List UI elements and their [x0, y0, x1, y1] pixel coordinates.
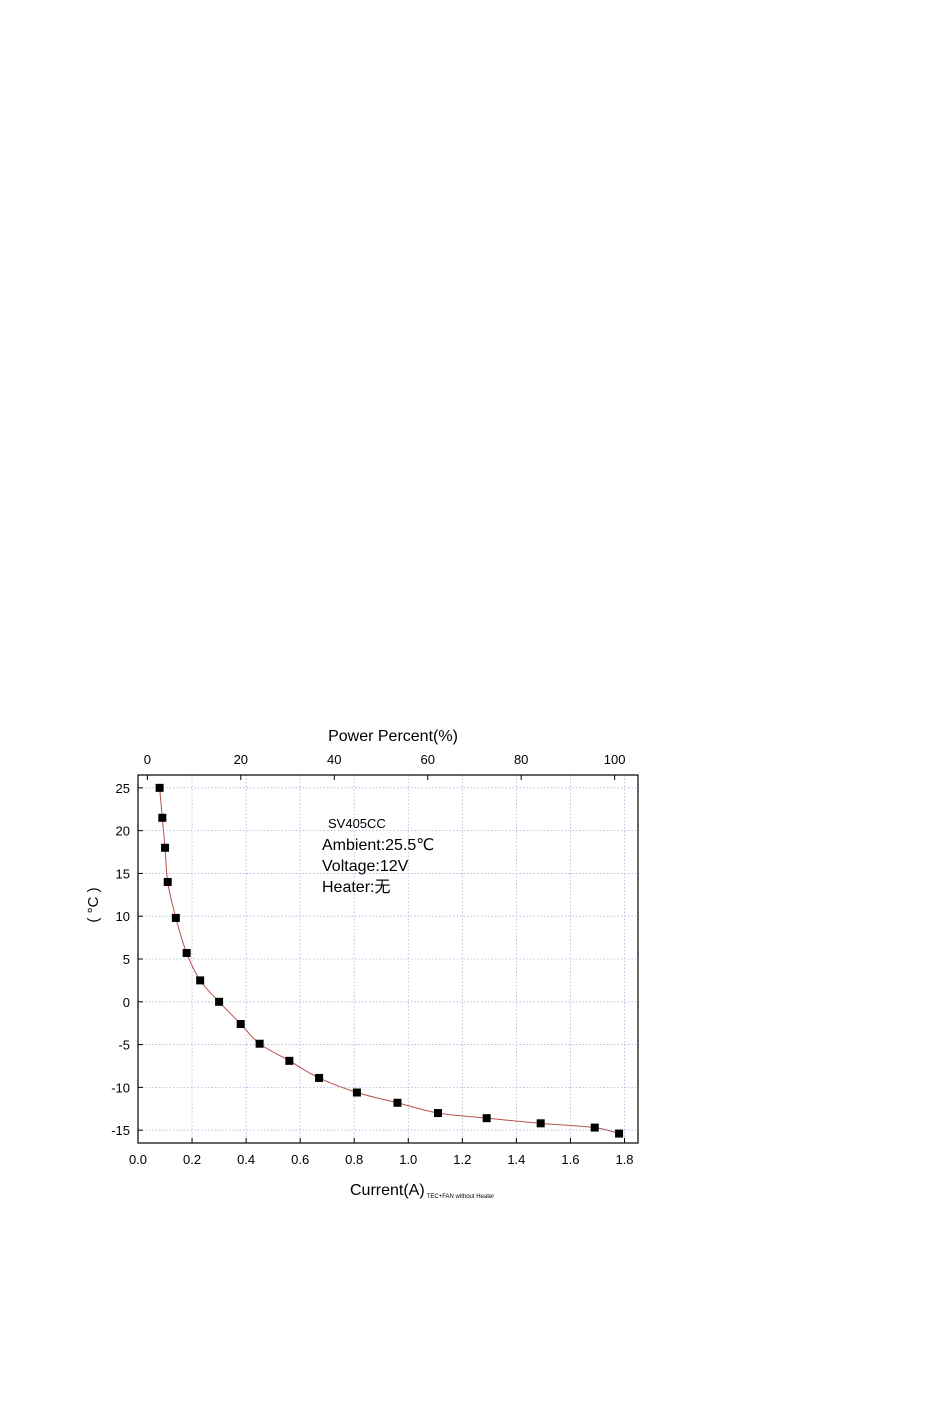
top-tick-label: 100	[604, 752, 626, 767]
annotation-heater: Heater:无	[322, 879, 390, 896]
top-axis-title: Power Percent(%)	[328, 728, 458, 745]
data-point	[236, 1020, 245, 1029]
annotation-block: SV405CC Ambient:25.5℃ Voltage:12V Heater…	[322, 816, 434, 896]
top-tick-label: 60	[420, 752, 434, 767]
x-axis-title-subscript: TEC+FAN without Heater	[427, 1194, 495, 1200]
data-point	[158, 813, 167, 822]
data-point	[315, 1073, 324, 1082]
top-tick-label: 80	[514, 752, 528, 767]
x-tick-label: 1.4	[507, 1152, 525, 1167]
data-point	[182, 949, 191, 958]
x-tick-label: 0.8	[345, 1152, 363, 1167]
data-point	[161, 843, 170, 852]
data-point	[393, 1098, 402, 1107]
data-point	[590, 1123, 599, 1132]
x-tick-label: 1.6	[561, 1152, 579, 1167]
data-point	[171, 913, 180, 922]
x-tick-label: 0.4	[237, 1152, 255, 1167]
y-tick-label: -10	[111, 1080, 130, 1095]
x-tick-label: 0.6	[291, 1152, 309, 1167]
y-tick-label: 15	[116, 866, 130, 881]
data-point	[482, 1114, 491, 1123]
x-axis-title-main: Current(A)	[350, 1182, 425, 1199]
top-axis-ticks: 0 20 40 60 80 100	[144, 752, 626, 780]
data-point	[163, 877, 172, 886]
top-tick-label: 40	[327, 752, 341, 767]
data-points	[155, 783, 624, 1138]
y-axis-title-fragment: ( °C )	[85, 887, 102, 922]
annotation-voltage: Voltage:12V	[322, 858, 409, 875]
data-point	[196, 976, 205, 985]
data-point	[285, 1056, 294, 1065]
top-tick-label: 20	[234, 752, 248, 767]
y-tick-label: 10	[116, 909, 130, 924]
y-tick-label: 0	[123, 995, 130, 1010]
grid-lines	[137, 775, 638, 1143]
data-point	[155, 783, 164, 792]
x-tick-label: 1.8	[615, 1152, 633, 1167]
y-tick-label: 5	[123, 952, 130, 967]
x-axis-ticks: 0.0 0.2 0.4 0.6 0.8 1.0 1.2 1.4 1.6 1.8	[129, 1138, 634, 1167]
y-tick-label: -5	[118, 1038, 130, 1053]
x-axis-title: Current(A) TEC+FAN without Heater	[350, 1182, 494, 1200]
x-tick-label: 0.0	[129, 1152, 147, 1167]
data-point	[434, 1109, 442, 1118]
y-axis-ticks: 25 20 15 10 5 0 -5 -10 -15	[111, 781, 143, 1138]
top-tick-label: 0	[144, 752, 151, 767]
x-tick-label: 1.2	[453, 1152, 471, 1167]
annotation-ambient: Ambient:25.5℃	[322, 837, 434, 854]
x-tick-label: 1.0	[399, 1152, 417, 1167]
data-point	[215, 997, 224, 1006]
annotation-model: SV405CC	[328, 816, 386, 831]
y-tick-label: 20	[116, 824, 130, 839]
x-tick-label: 0.2	[183, 1152, 201, 1167]
data-point	[615, 1129, 624, 1138]
y-tick-label: 25	[116, 781, 130, 796]
y-tick-label: -15	[111, 1123, 130, 1138]
data-point	[255, 1039, 264, 1048]
data-point	[352, 1088, 361, 1097]
data-point	[536, 1119, 545, 1128]
